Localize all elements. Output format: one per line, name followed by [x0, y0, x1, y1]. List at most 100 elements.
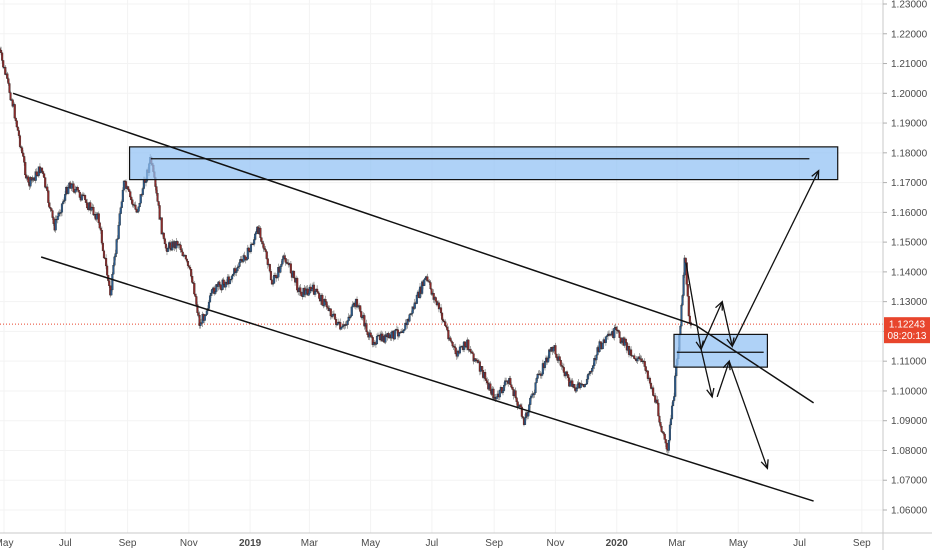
- candle-body: [658, 415, 661, 423]
- candle-body: [232, 274, 235, 277]
- candle-body: [540, 373, 543, 376]
- candle-body: [510, 384, 513, 388]
- candle-body: [489, 383, 492, 391]
- candle-body: [681, 295, 684, 306]
- candle-body: [78, 191, 81, 198]
- candle-body: [108, 280, 111, 286]
- candle-body: [112, 265, 115, 275]
- candle-body: [137, 206, 140, 212]
- candle-body: [660, 425, 663, 432]
- candle-body: [334, 319, 338, 325]
- candle-body: [474, 358, 477, 361]
- y-tick-label: 1.20000: [891, 89, 928, 100]
- candle-body: [117, 225, 120, 239]
- candle-body: [511, 386, 514, 390]
- candle-body: [329, 308, 332, 317]
- price-tag-box: [884, 317, 930, 344]
- arrow-shaft: [731, 170, 820, 347]
- candle-body: [501, 390, 505, 393]
- candle-body: [390, 331, 393, 339]
- candle-body: [72, 183, 75, 192]
- candle-body: [630, 349, 633, 356]
- candle-body: [615, 327, 618, 331]
- candle-body: [521, 416, 524, 418]
- candle-body: [318, 293, 321, 299]
- x-tick-label: Jul: [793, 538, 806, 549]
- candle-body: [664, 439, 667, 444]
- candle-body: [562, 367, 565, 373]
- candle-body: [663, 433, 666, 440]
- candle-body: [324, 299, 327, 302]
- candle-body: [115, 239, 118, 254]
- candle-body: [534, 382, 537, 393]
- candle-body: [264, 249, 267, 252]
- candle-body: [51, 210, 54, 218]
- candle-body: [9, 92, 12, 101]
- candle-body: [263, 248, 266, 250]
- candle-body: [595, 354, 598, 361]
- candle-body: [349, 315, 352, 318]
- candle-body: [260, 237, 263, 242]
- candle-body: [266, 258, 269, 265]
- candle-body: [22, 152, 25, 157]
- candle-body: [265, 251, 268, 259]
- candle-body: [620, 341, 623, 344]
- price-axis[interactable]: 1.06000 1.07000 1.08000 1.09000 1.10000 1.110…: [883, 0, 928, 517]
- candle-body: [331, 314, 334, 317]
- candle-body: [156, 193, 159, 202]
- candle-body: [662, 432, 665, 435]
- candle-body: [384, 334, 387, 343]
- candle-body: [613, 328, 616, 338]
- candle-body: [77, 189, 80, 193]
- candle-body: [453, 346, 456, 348]
- candle-body: [434, 297, 437, 302]
- x-tick-label: Jul: [59, 538, 72, 549]
- candle-body: [16, 126, 19, 131]
- candle-body: [105, 258, 108, 267]
- candle-body: [326, 306, 329, 309]
- candle-body: [480, 366, 484, 371]
- candle-body: [495, 396, 498, 400]
- candle-body: [560, 365, 563, 367]
- candle-body: [601, 342, 604, 350]
- candle-body: [527, 411, 530, 417]
- x-tick-label: 2019: [239, 538, 262, 549]
- candle-body: [85, 199, 88, 203]
- y-tick-label: 1.11000: [891, 357, 927, 368]
- candle-body: [129, 191, 132, 198]
- candle-body: [43, 173, 46, 178]
- candle-body: [668, 424, 671, 441]
- candle-body: [249, 244, 253, 252]
- zone-rect: [673, 333, 769, 368]
- candle-body: [169, 242, 172, 249]
- candle-body: [296, 278, 299, 291]
- candle-body: [429, 282, 432, 290]
- candle-body: [15, 120, 18, 128]
- time-axis[interactable]: May Jul Sep Nov 2019 Mar May Jul Sep Nov 2020 Mar Ma…: [0, 538, 871, 549]
- candle-body: [365, 323, 368, 332]
- candle-body: [207, 301, 211, 309]
- candle-body: [124, 181, 128, 189]
- candle-body: [4, 66, 7, 75]
- x-tick-label: Nov: [547, 538, 565, 549]
- candle-body: [130, 196, 133, 200]
- candle-body: [317, 291, 320, 294]
- candle-body: [307, 293, 310, 296]
- candle-body: [688, 315, 691, 323]
- candle-body: [63, 200, 66, 202]
- candle-body: [92, 207, 95, 216]
- candle-body: [219, 284, 222, 290]
- candle-body: [35, 171, 38, 176]
- candle-body: [310, 288, 313, 291]
- candle-body: [687, 296, 690, 317]
- candle-body: [179, 244, 182, 250]
- candle-body: [325, 301, 328, 307]
- y-tick-label: 1.19000: [891, 119, 928, 130]
- y-tick-label: 1.23000: [891, 0, 928, 11]
- candle-body: [99, 227, 102, 231]
- candle-body: [163, 238, 166, 245]
- candle-body: [444, 321, 447, 326]
- candle-body: [95, 214, 98, 220]
- candle-body: [471, 351, 474, 354]
